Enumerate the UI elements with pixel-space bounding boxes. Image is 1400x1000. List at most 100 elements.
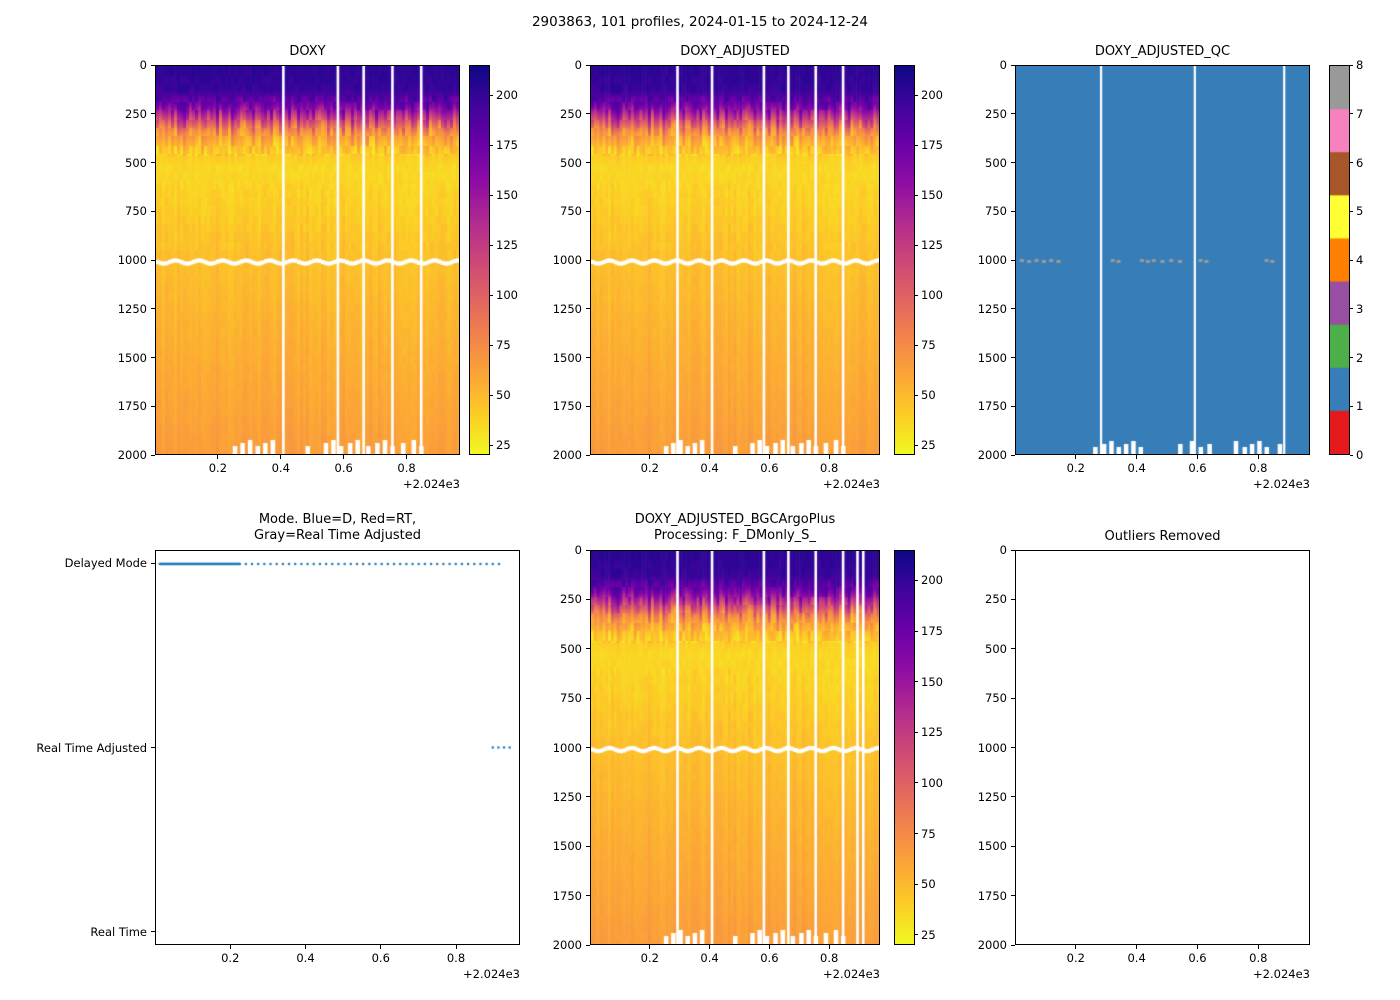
y-tick — [586, 357, 590, 358]
y-tick — [151, 454, 155, 456]
doxy-adjusted-qc-plot-area — [1015, 65, 1310, 455]
colorbar-tick-label: 6 — [1356, 155, 1364, 170]
doxy-title: DOXY — [289, 44, 326, 59]
y-tick-label: 500 — [985, 155, 1007, 170]
colorbar-tick-label: 25 — [921, 438, 936, 452]
y-tick-label: 250 — [985, 106, 1007, 121]
x-tick — [343, 455, 345, 459]
y-tick — [586, 454, 590, 456]
y-tick — [1011, 697, 1015, 699]
y-category-label: Delayed Mode — [64, 556, 147, 571]
y-tick — [1011, 357, 1015, 358]
colorbar-tick — [915, 579, 918, 581]
colorbar-tick-label: 100 — [921, 288, 943, 302]
y-tick-label: 1750 — [977, 399, 1007, 414]
x-tick — [828, 945, 830, 949]
y-tick-label: 2000 — [117, 448, 147, 462]
mode-title-line2: Gray=Real Time Adjusted — [254, 528, 421, 543]
y-tick-label: 750 — [560, 691, 582, 706]
y-tick-label: 0 — [999, 543, 1007, 557]
colorbar-tick-label: 200 — [496, 88, 518, 102]
x-tick — [649, 945, 651, 949]
colorbar-tick — [1350, 162, 1353, 163]
doxy-adjusted-plot-area — [590, 65, 880, 455]
colorbar-tick — [1350, 113, 1353, 115]
y-tick-label: 1000 — [977, 740, 1007, 755]
colorbar-tick — [1350, 357, 1353, 358]
x-tick-label: 0.4 — [271, 461, 290, 475]
doxy-colorbar — [469, 65, 490, 455]
y-tick — [586, 210, 590, 212]
colorbar-tick — [915, 630, 918, 632]
bgcargoplus-colorbar — [894, 550, 915, 945]
y-tick — [1011, 162, 1015, 163]
outliers-removed-empty-plot — [1016, 551, 1309, 944]
y-tick-label: 500 — [125, 155, 147, 170]
colorbar-tick — [490, 344, 493, 346]
y-category-label: Real Time — [90, 924, 147, 939]
y-tick — [151, 357, 155, 358]
x-tick-label: 0.6 — [1188, 461, 1207, 475]
colorbar-tick-label: 175 — [921, 138, 943, 152]
y-tick — [586, 113, 590, 115]
y-tick — [151, 308, 155, 310]
y-tick-label: 1500 — [117, 350, 147, 365]
x-tick-label: 0.2 — [208, 461, 228, 475]
y-tick-label: 250 — [125, 106, 147, 121]
y-tick-label: 1000 — [117, 253, 147, 267]
colorbar-tick — [915, 194, 918, 196]
x-tick-label: 0.8 — [397, 461, 416, 475]
colorbar-tick-label: 50 — [921, 388, 936, 402]
x-tick — [305, 945, 306, 949]
y-tick-label: 1000 — [552, 740, 582, 755]
x-tick-label: 0.4 — [1127, 951, 1146, 965]
colorbar-tick — [490, 444, 493, 446]
colorbar-tick — [490, 394, 493, 396]
y-tick — [151, 64, 155, 66]
x-tick-label: 0.8 — [446, 951, 466, 965]
x-tick — [768, 945, 770, 949]
bgcargoplus-title-line1: DOXY_ADJUSTED_BGCArgoPlus — [634, 512, 836, 527]
x-axis-offset-label: +2.024e3 — [823, 967, 880, 981]
x-tick-label: 0.8 — [1249, 951, 1268, 965]
y-tick-label: 0 — [574, 58, 582, 72]
colorbar-tick — [915, 833, 918, 835]
y-tick — [1011, 113, 1015, 115]
doxy-adjusted-heatmap — [591, 66, 879, 454]
colorbar-tick-label: 125 — [496, 238, 518, 252]
y-tick — [1011, 454, 1015, 456]
colorbar-tick-label: 25 — [496, 438, 511, 452]
x-tick-label: 0.4 — [700, 951, 719, 965]
x-tick-label: 0.6 — [760, 461, 779, 475]
y-tick — [151, 162, 155, 163]
colorbar-tick-label: 100 — [921, 775, 943, 790]
y-tick — [1011, 64, 1015, 66]
x-tick — [649, 455, 651, 459]
x-tick — [217, 455, 219, 459]
y-tick-label: 750 — [985, 691, 1007, 706]
y-tick — [151, 113, 155, 115]
y-tick — [586, 549, 590, 551]
colorbar-tick-label: 150 — [496, 188, 518, 202]
x-tick-label: 0.8 — [820, 461, 839, 475]
doxy-adjusted-qc-heatmap — [1016, 66, 1309, 454]
colorbar-tick — [915, 782, 918, 784]
colorbar-tick — [1350, 454, 1353, 456]
doxy-heatmap — [156, 66, 459, 454]
colorbar-tick-label: 200 — [921, 88, 943, 102]
y-tick-label: 500 — [560, 155, 582, 170]
y-tick — [1011, 747, 1015, 748]
colorbar-tick — [915, 94, 918, 96]
x-tick — [1257, 945, 1259, 949]
y-tick — [1011, 944, 1015, 946]
y-category-tick — [151, 747, 155, 748]
colorbar-tick-label: 1 — [1356, 399, 1364, 414]
y-tick-label: 1000 — [977, 253, 1007, 267]
bgcargoplus-colorbar-gradient — [895, 551, 914, 944]
outliers-removed-title: Outliers Removed — [1104, 529, 1221, 544]
x-tick-label: 0.2 — [640, 461, 659, 475]
x-tick-label: 0.4 — [1127, 461, 1146, 475]
colorbar-tick-label: 0 — [1356, 448, 1364, 462]
y-tick — [586, 405, 590, 407]
